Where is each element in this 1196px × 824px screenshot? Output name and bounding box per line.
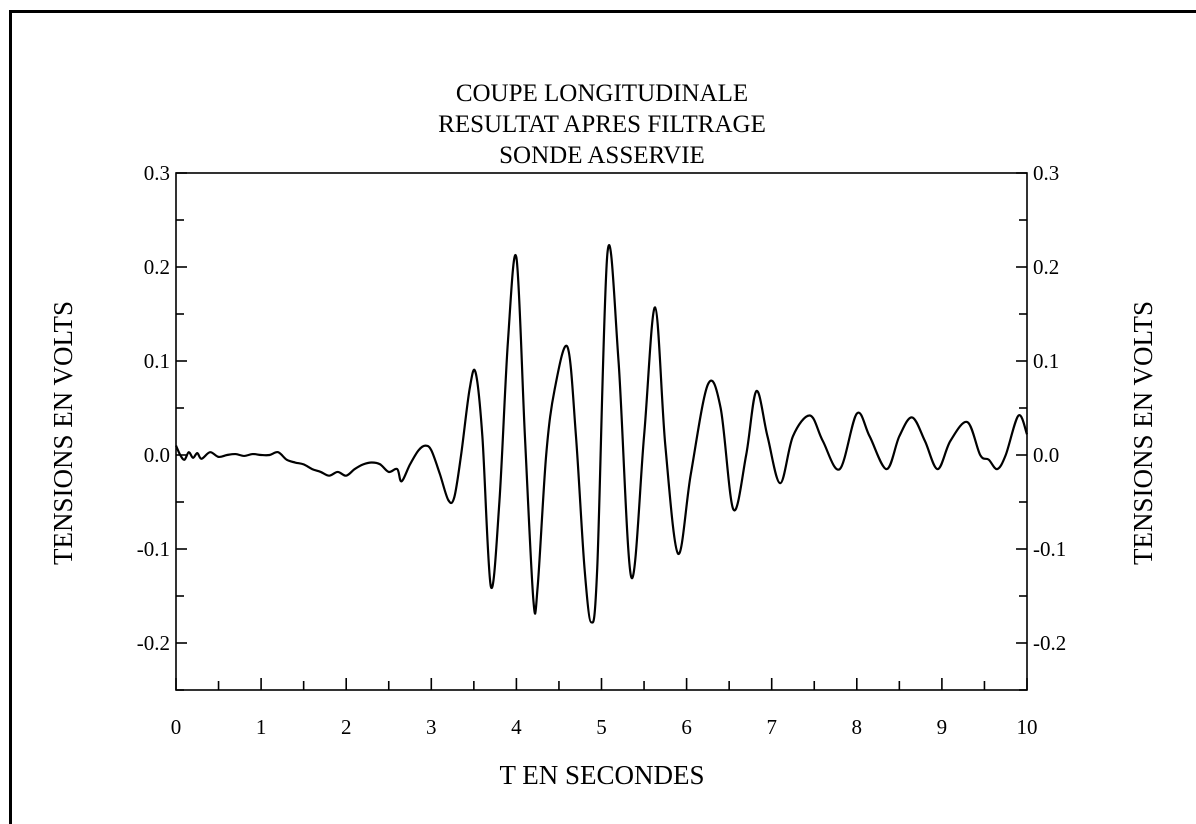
chart-title-line-2: RESULTAT APRES FILTRAGE — [438, 111, 766, 138]
x-tick-label: 10 — [1017, 715, 1038, 739]
chart-frame — [9, 10, 1196, 824]
y-tick-label-right: 0.3 — [1033, 161, 1059, 185]
y-tick-label-right: -0.2 — [1033, 631, 1066, 655]
y-tick-label-left: -0.1 — [137, 537, 170, 561]
y-tick-label-left: 0.3 — [144, 161, 170, 185]
y-tick-label-right: 0.1 — [1033, 349, 1059, 373]
x-tick-label: 4 — [511, 715, 522, 739]
right-y-axis-ticks: 0.3 0.2 0.1 0.0 -0.1 -0.2 — [1016, 161, 1066, 691]
x-tick-label: 3 — [426, 715, 437, 739]
x-tick-label: 0 — [171, 715, 182, 739]
x-axis-label: T EN SECONDES — [499, 760, 704, 790]
left-y-axis-ticks: 0.3 0.2 0.1 0.0 -0.1 -0.2 — [137, 161, 187, 691]
x-tick-label: 2 — [341, 715, 352, 739]
y-tick-label-left: 0.0 — [144, 443, 170, 467]
y-tick-label-right: 0.0 — [1033, 443, 1059, 467]
y-tick-label-right: 0.2 — [1033, 255, 1059, 279]
x-tick-label: 6 — [681, 715, 692, 739]
chart-title-line-1: COUPE LONGITUDINALE — [456, 80, 748, 107]
x-tick-label: 1 — [256, 715, 267, 739]
y-tick-label-left: 0.2 — [144, 255, 170, 279]
x-tick-label: 5 — [596, 715, 607, 739]
y-axis-label-right: TENSIONS EN VOLTS — [1128, 301, 1158, 565]
x-axis-ticks: 0 1 2 3 4 5 6 7 8 9 10 — [171, 678, 1038, 739]
series-line — [174, 244, 1029, 624]
x-tick-label: 7 — [766, 715, 777, 739]
y-tick-label-left: 0.1 — [144, 349, 170, 373]
y-axis-label-left: TENSIONS EN VOLTS — [48, 301, 78, 565]
x-tick-label: 8 — [852, 715, 863, 739]
y-tick-label-right: -0.1 — [1033, 537, 1066, 561]
chart-title-line-3: SONDE ASSERVIE — [499, 142, 705, 169]
x-tick-label: 9 — [937, 715, 948, 739]
y-tick-label-left: -0.2 — [137, 631, 170, 655]
